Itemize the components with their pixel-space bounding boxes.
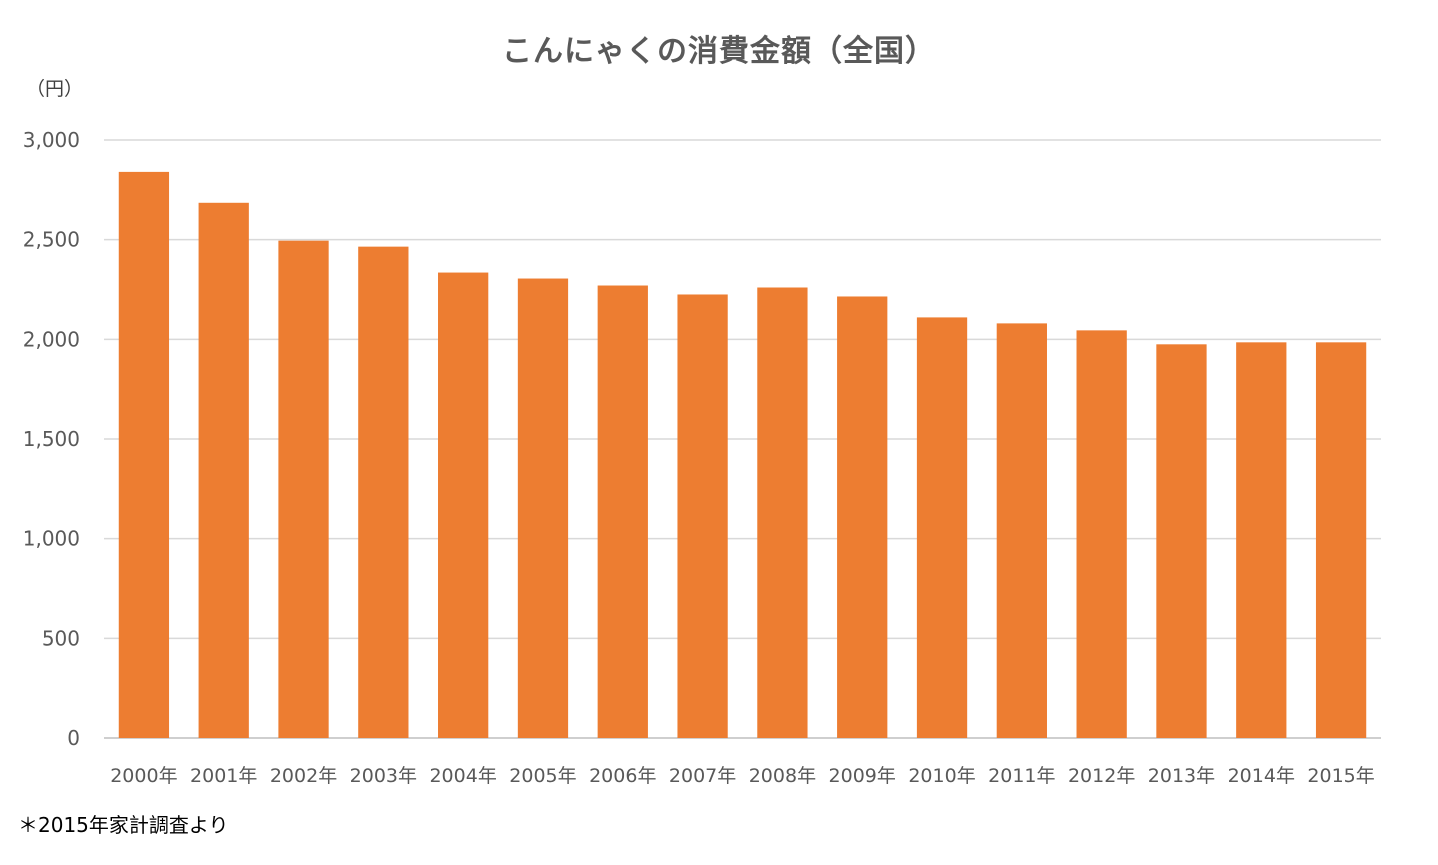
bar: [757, 287, 808, 738]
x-tick-label: 2015年: [1307, 765, 1374, 787]
bar: [1236, 342, 1287, 738]
x-tick-label: 2014年: [1228, 765, 1295, 787]
bar: [1315, 342, 1367, 738]
x-tick-label: 2012年: [1068, 765, 1135, 787]
bar: [677, 294, 728, 738]
x-tick-label: 2004年: [429, 765, 496, 787]
x-tick-label: 2011年: [988, 765, 1055, 787]
y-tick-label: 500: [42, 626, 80, 650]
bar: [837, 296, 888, 738]
y-axis-unit-label: （円）: [26, 78, 84, 100]
x-tick-label: 2005年: [509, 765, 576, 787]
chart-title: こんにゃくの消費金額（全国）: [502, 34, 936, 69]
x-tick-label: 2010年: [908, 765, 975, 787]
y-tick-label: 2,500: [23, 228, 80, 252]
bar: [438, 272, 489, 738]
x-axis-ticks: 2000年 2001年 2002年 2003年 2004年 2005年 2006年 2007年…: [110, 765, 1375, 787]
bar: [597, 285, 648, 738]
x-tick-label: 2013年: [1148, 765, 1215, 787]
bar: [1076, 330, 1127, 738]
bars: [118, 171, 1367, 739]
bar: [996, 323, 1047, 738]
x-tick-label: 2009年: [829, 765, 896, 787]
x-tick-label: 2006年: [589, 765, 656, 787]
y-tick-label: 0: [67, 726, 80, 750]
x-tick-label: 2002年: [270, 765, 337, 787]
bar: [358, 246, 409, 739]
source-footnote: ＊2015年家計調査より: [18, 813, 229, 837]
y-tick-label: 1,500: [23, 427, 80, 451]
y-tick-label: 3,000: [23, 128, 80, 152]
y-tick-label: 1,000: [23, 527, 80, 551]
bar: [517, 278, 569, 738]
y-tick-label: 2,000: [23, 327, 80, 351]
x-tick-label: 2007年: [669, 765, 736, 787]
bar: [1156, 344, 1207, 738]
x-tick-label: 2003年: [350, 765, 417, 787]
y-axis-ticks: 0 500 1,000 1,500 2,000 2,500 3,000: [23, 128, 80, 750]
x-tick-label: 2008年: [749, 765, 816, 787]
x-tick-label: 2001年: [190, 765, 257, 787]
bar: [278, 240, 329, 738]
x-tick-label: 2000年: [110, 765, 177, 787]
bar: [118, 171, 170, 739]
bar: [916, 317, 968, 738]
bar: [198, 202, 249, 739]
